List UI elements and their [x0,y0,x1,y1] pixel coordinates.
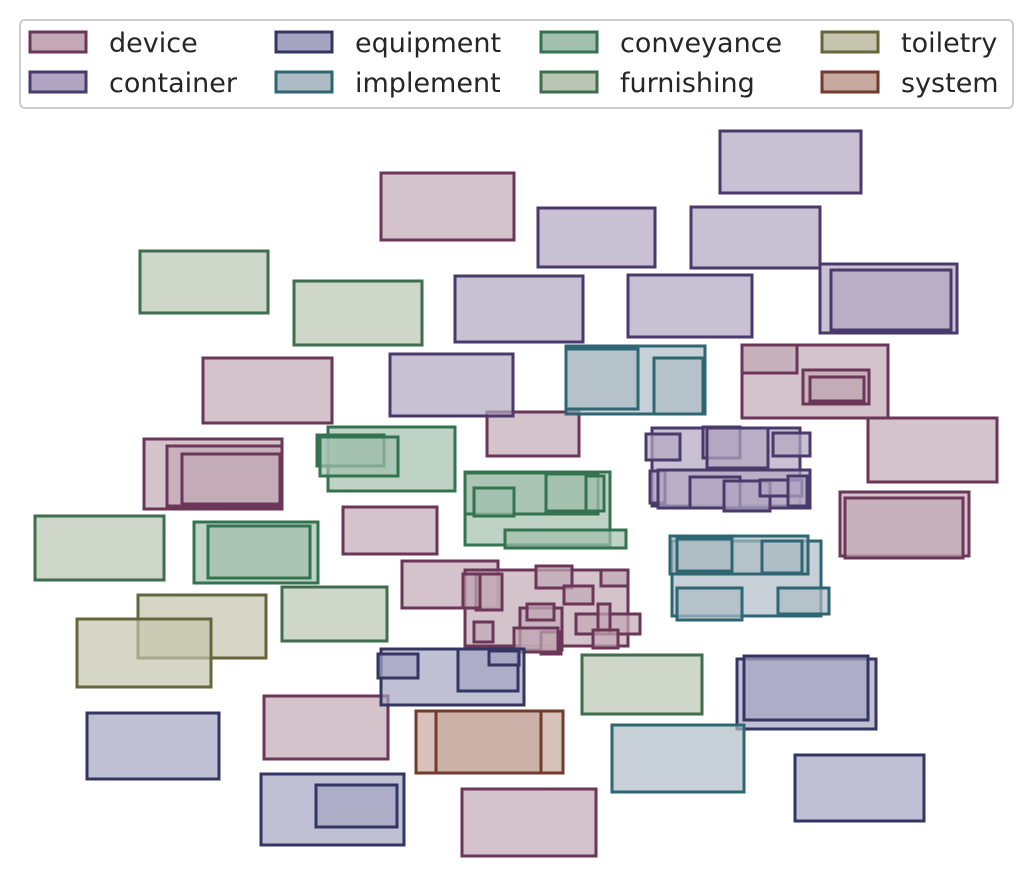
series-toiletry [75,593,268,689]
series-device [142,171,999,858]
box-equipment [742,654,870,722]
legend-swatch-device [28,30,88,54]
box-conveyance [206,524,312,580]
box-conveyance [544,472,588,513]
box-device [843,496,965,560]
legend-label-device: device [109,28,198,59]
plot-area [33,129,999,858]
box-device [866,416,999,484]
legend-label-container: container [109,68,238,99]
box-device [485,410,581,458]
box-equipment [85,711,221,781]
legend-swatch-implement [274,70,334,94]
box-furnishing [33,514,166,582]
box-implement [675,586,744,622]
box-container [644,432,682,462]
box-implement [776,586,831,616]
box-device [591,628,620,650]
box-conveyance [584,474,606,513]
box-device [341,505,439,556]
box-device [460,787,598,858]
box-system [434,709,543,775]
box-container [626,273,754,339]
box-device [740,343,799,375]
box-implement [652,356,705,416]
box-conveyance [503,528,628,550]
series-implement [564,344,831,794]
box-implement [610,723,746,794]
box-equipment [376,652,420,680]
legend-label-conveyance: conveyance [620,28,782,59]
box-implement [760,539,804,575]
box-equipment [793,753,926,823]
box-conveyance [318,435,400,478]
box-device [379,171,516,242]
box-implement [564,347,640,411]
box-furnishing [292,279,424,347]
box-container [388,352,515,418]
box-furnishing [280,585,389,643]
box-container [771,431,812,458]
legend-label-implement: implement [355,68,501,99]
box-device [599,568,630,588]
legend-label-system: system [901,68,999,99]
box-conveyance [472,486,516,518]
series-container [388,129,959,513]
legend-label-equipment: equipment [355,28,501,59]
box-container [705,426,770,470]
legend-swatch-toiletry [820,30,880,54]
series-equipment [85,647,926,847]
legend-label-toiletry: toiletry [901,28,997,59]
series-conveyance [192,425,628,585]
box-device [808,375,866,403]
legend-swatch-conveyance [539,30,599,54]
box-device [180,452,282,506]
box-device [562,584,595,606]
box-container [536,206,657,269]
box-furnishing [580,653,704,716]
legend-swatch-furnishing [539,70,599,94]
box-device [525,602,556,622]
box-container [786,474,809,508]
box-device [472,620,495,644]
series-system [414,709,565,775]
series-furnishing [33,249,704,716]
box-implement [675,537,734,573]
box-device [201,356,334,425]
box-equipment [487,649,521,667]
legend-swatch-equipment [274,30,334,54]
box-container [453,274,585,344]
legend-swatch-container [28,70,88,94]
box-device [262,694,390,761]
box-equipment [314,783,399,829]
box-furnishing [138,249,270,315]
legend-swatch-system [820,70,880,94]
legend-label-furnishing: furnishing [620,68,755,99]
box-toiletry [75,617,213,689]
box-container [689,205,822,270]
legend-frame [19,19,1014,109]
box-device [534,564,574,590]
box-container [718,129,863,195]
box-container [829,268,953,332]
box-device [461,572,482,610]
legend: device container equipment implement conveya… [19,19,1014,109]
